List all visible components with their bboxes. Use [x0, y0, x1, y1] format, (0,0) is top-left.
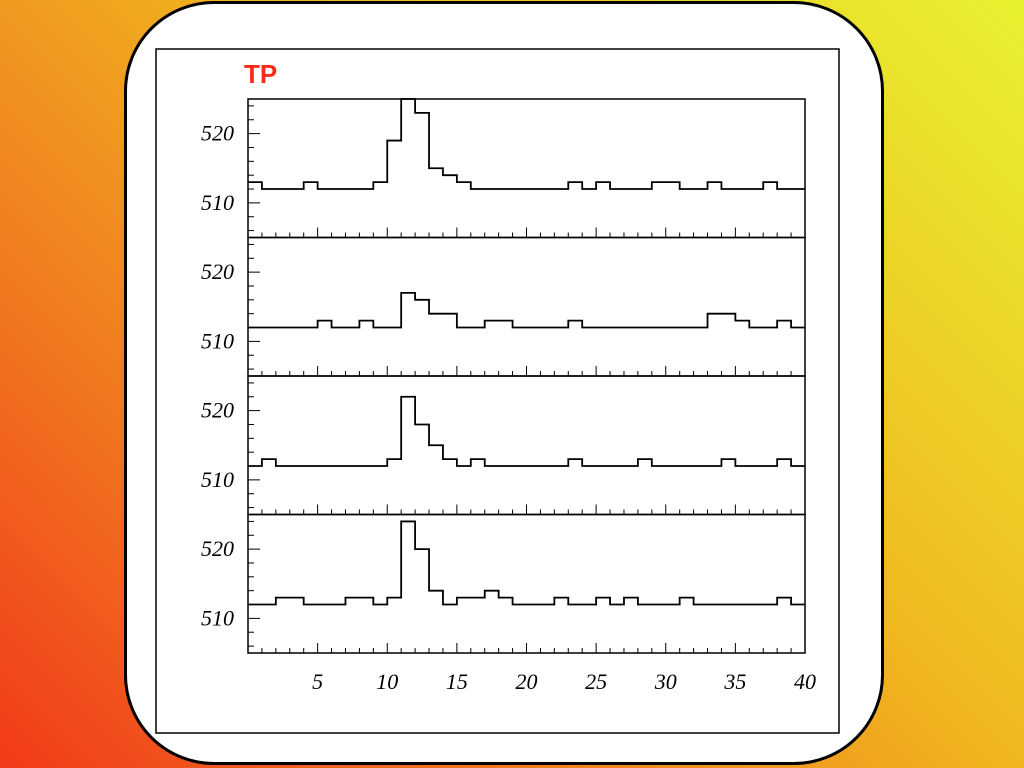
- chart-title: TP: [244, 59, 277, 89]
- y-tick-label: 520: [201, 121, 234, 146]
- histogram-series-3: [248, 395, 805, 467]
- x-tick-label: 15: [446, 669, 468, 694]
- histogram-series-4: [248, 520, 805, 606]
- panel-4: 510 520: [201, 513, 806, 654]
- panel-2: 510 520: [201, 236, 806, 377]
- panel-frame: [247, 98, 806, 239]
- panel-3: 510 520: [201, 375, 806, 516]
- x-tick-label: 40: [794, 669, 816, 694]
- histogram-series-2: [248, 292, 805, 329]
- panel-1: 510 520: [201, 98, 806, 239]
- y-tick-label: 510: [201, 328, 234, 353]
- x-tick-label: 35: [723, 669, 746, 694]
- histogram-series-1: [248, 98, 805, 190]
- x-tick-label: 10: [376, 669, 398, 694]
- y-tick-label: 520: [201, 536, 234, 561]
- y-tick-label: 510: [201, 605, 234, 630]
- panel-frame: [247, 375, 806, 516]
- y-tick-label: 520: [201, 398, 234, 423]
- x-tick-label: 25: [585, 669, 607, 694]
- figure-frame: [155, 48, 840, 734]
- panel-frame: [247, 236, 806, 377]
- y-tick-label: 510: [201, 190, 234, 215]
- x-tick-label: 5: [312, 669, 323, 694]
- panel-frame: [247, 513, 806, 654]
- y-tick-label: 510: [201, 467, 234, 492]
- y-tick-label: 520: [201, 259, 234, 284]
- x-tick-label: 30: [654, 669, 677, 694]
- x-tick-label: 20: [516, 669, 538, 694]
- slide-card: TP 510 520 510 520 510 520 510 520 5 10 15 20 25 30 35…: [124, 1, 884, 765]
